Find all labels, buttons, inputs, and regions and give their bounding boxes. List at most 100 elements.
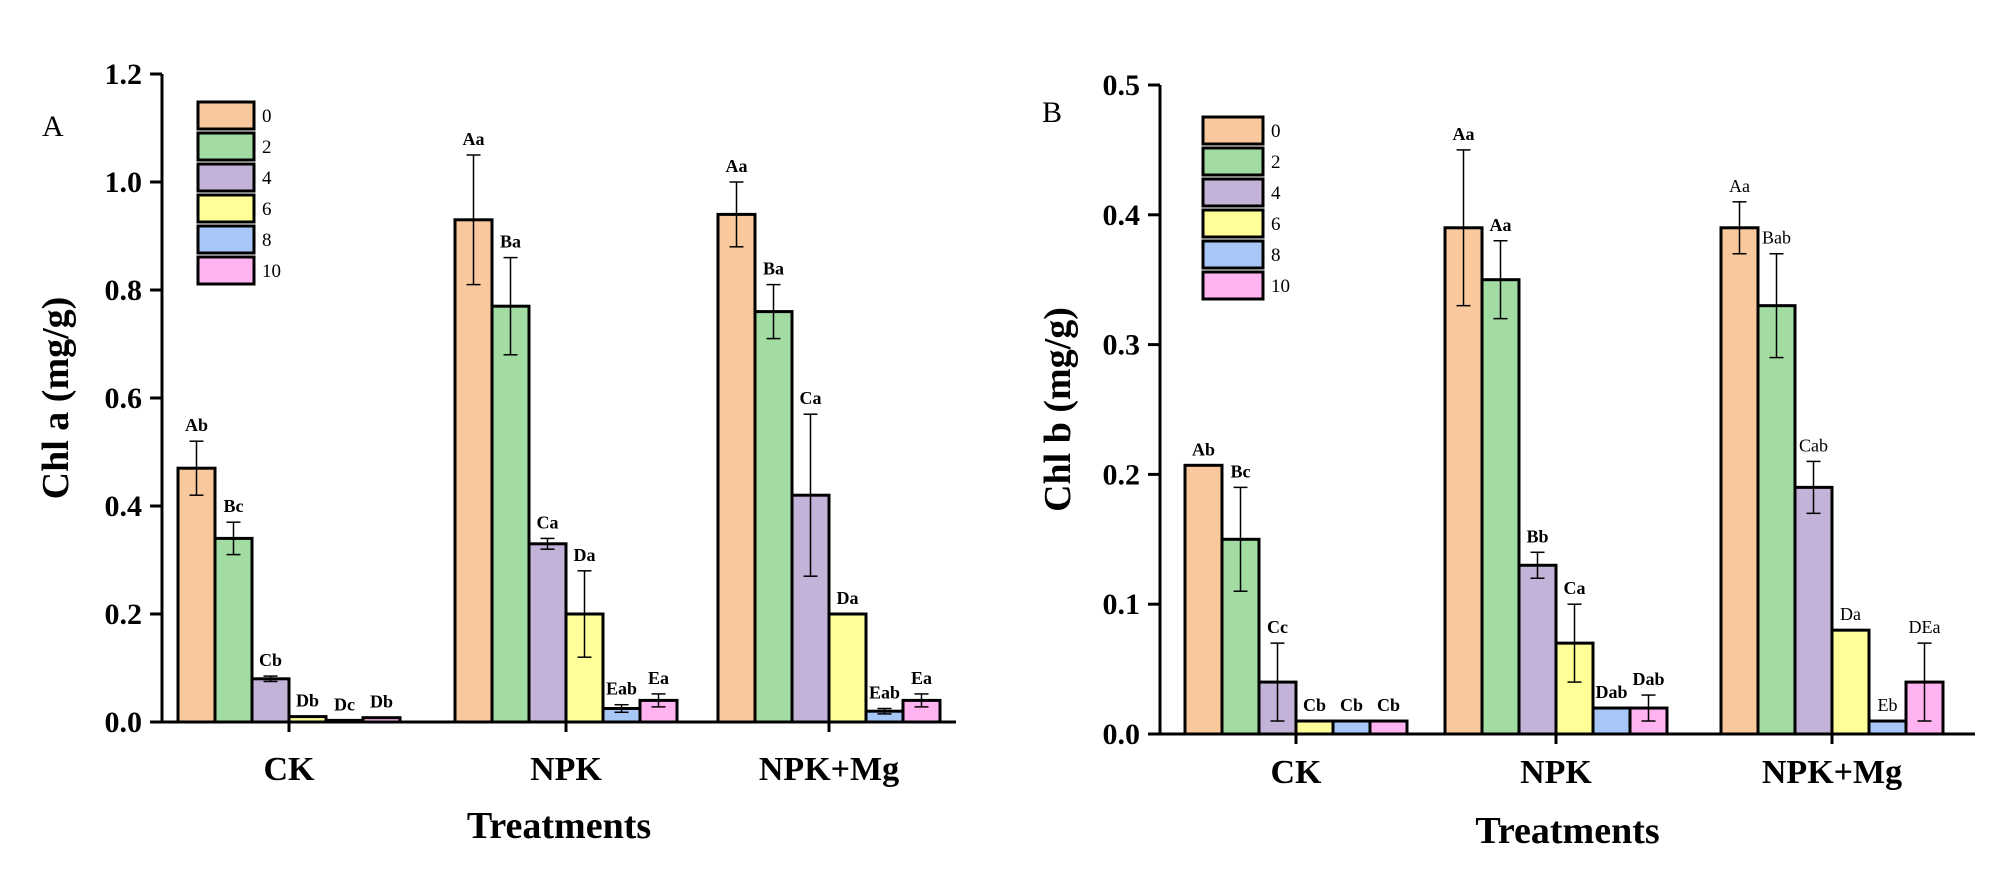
significance-label: Aa — [1729, 176, 1750, 196]
bar — [453, 218, 494, 724]
y-tick-label: 0.4 — [1103, 199, 1141, 232]
y-tick-label: 1.0 — [105, 166, 143, 199]
significance-label: Da — [574, 545, 596, 565]
x-axis-title: Treatments — [467, 805, 651, 847]
x-tick-label: CK — [1271, 754, 1323, 791]
significance-label: Db — [370, 692, 393, 712]
bar — [1368, 719, 1409, 736]
legend-swatch — [196, 162, 256, 193]
legend-label: 2 — [262, 137, 272, 158]
legend-label: 0 — [262, 106, 272, 127]
significance-label: Bab — [1762, 228, 1791, 248]
panel-label: A — [42, 110, 64, 143]
significance-label: Ca — [537, 512, 559, 532]
y-tick-label: 0.1 — [1103, 588, 1141, 621]
legend-label: 0 — [1271, 121, 1281, 142]
y-axis-title: Chl a (mg/g) — [35, 297, 77, 500]
panel-a: A Ab Aa Aa Bc Ba Ba Cb Ca Ca Db Da Da Dc Eab Eab Db Ea Ea 0… — [35, 58, 956, 847]
y-tick-label: 0.2 — [1103, 458, 1141, 491]
significance-label: Aa — [1490, 215, 1512, 235]
legend-label: 4 — [1271, 183, 1281, 204]
significance-label: Ab — [185, 415, 208, 435]
significance-label: Dab — [1595, 682, 1627, 702]
bar — [716, 212, 757, 724]
legend-label: 10 — [1271, 276, 1290, 297]
y-tick-label: 0.4 — [105, 490, 143, 523]
bar — [1867, 719, 1908, 736]
bar — [176, 466, 217, 724]
legend-label: 8 — [262, 230, 272, 251]
significance-label: Ea — [648, 668, 669, 688]
legend-swatch — [1201, 239, 1265, 270]
bar — [250, 677, 291, 724]
significance-label: Db — [296, 691, 319, 711]
legend-swatch — [196, 255, 256, 286]
bar — [827, 612, 868, 724]
legend-swatch — [196, 224, 256, 255]
legend-label: 4 — [262, 168, 272, 189]
y-tick-label: 1.2 — [105, 58, 143, 91]
legend-swatch — [196, 100, 256, 131]
significance-label: Bc — [224, 496, 244, 516]
legend-swatch — [1201, 115, 1265, 146]
x-tick-label: NPK — [530, 751, 602, 788]
legend-swatch — [1201, 146, 1265, 177]
significance-label: Aa — [726, 156, 748, 176]
significance-label: Ba — [500, 232, 521, 252]
y-tick-label: 0.5 — [1103, 69, 1141, 102]
x-tick-label: NPK+Mg — [1762, 754, 1902, 791]
significance-label: Cab — [1799, 435, 1828, 455]
legend-label: 6 — [1271, 214, 1281, 235]
significance-label: Dc — [334, 694, 355, 714]
bar — [1517, 563, 1558, 736]
legend-swatch — [1201, 177, 1265, 208]
significance-label: Ea — [911, 668, 932, 688]
significance-label: Aa — [463, 129, 485, 149]
significance-label: Eb — [1878, 695, 1898, 715]
significance-label: Ab — [1192, 439, 1215, 459]
legend-swatch — [1201, 208, 1265, 239]
bar — [213, 536, 254, 724]
significance-label: Cc — [1267, 617, 1288, 637]
legend-label: 8 — [1271, 245, 1281, 266]
y-tick-label: 0.8 — [105, 274, 143, 307]
bar — [1793, 485, 1834, 736]
significance-label: Ca — [800, 388, 822, 408]
bar — [1830, 628, 1871, 736]
significance-label: Aa — [1453, 124, 1475, 144]
y-tick-label: 0.0 — [105, 706, 143, 739]
bar — [1443, 226, 1484, 736]
bar — [1591, 706, 1632, 736]
bar — [1719, 226, 1760, 736]
bar — [1331, 719, 1372, 736]
significance-label: Cb — [1340, 695, 1363, 715]
x-axis-title: Treatments — [1475, 810, 1659, 852]
legend-label: 6 — [262, 199, 272, 220]
significance-label: Ca — [1564, 578, 1586, 598]
significance-label: Bc — [1231, 461, 1251, 481]
significance-label: Dab — [1632, 669, 1664, 689]
y-tick-label: 0.0 — [1103, 718, 1141, 751]
y-tick-label: 0.3 — [1103, 329, 1141, 362]
bar — [1294, 719, 1335, 736]
bar — [1756, 304, 1797, 736]
significance-label: DEa — [1909, 617, 1941, 637]
panel-label: B — [1042, 96, 1062, 129]
bar — [490, 304, 531, 724]
legend-swatch — [1201, 270, 1265, 301]
legend-label: 10 — [262, 261, 281, 282]
legend-swatch — [196, 193, 256, 224]
bar — [527, 542, 568, 724]
y-axis-title: Chl b (mg/g) — [1037, 307, 1079, 512]
significance-label: Cb — [259, 650, 282, 670]
significance-label: Da — [837, 588, 859, 608]
y-tick-label: 0.2 — [105, 598, 143, 631]
significance-label: Bb — [1526, 526, 1548, 546]
y-tick-label: 0.6 — [105, 382, 143, 415]
x-tick-label: NPK+Mg — [759, 751, 899, 788]
bar — [1183, 463, 1224, 736]
bar — [753, 310, 794, 724]
significance-label: Da — [1840, 604, 1861, 624]
significance-label: Eab — [606, 679, 637, 699]
